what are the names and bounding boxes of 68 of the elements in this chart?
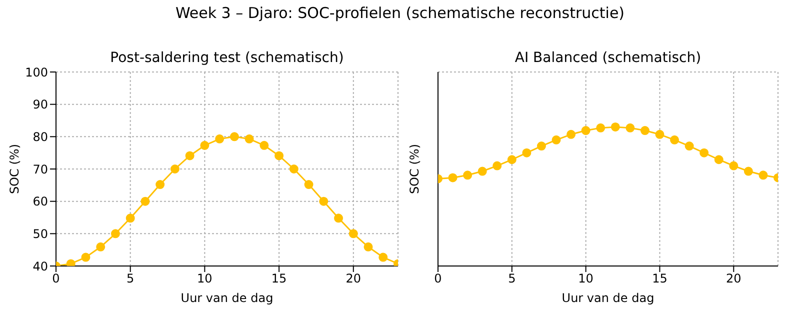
point xyxy=(156,180,165,190)
x-tick-label: 0 xyxy=(434,272,442,286)
y-tick-label: 100 xyxy=(25,65,48,80)
point xyxy=(536,142,546,151)
point xyxy=(478,166,487,176)
point xyxy=(581,126,590,136)
point xyxy=(655,130,664,139)
point xyxy=(684,142,694,151)
point xyxy=(596,123,606,132)
point xyxy=(626,123,635,132)
y-tick-label: 50 xyxy=(32,226,48,241)
y-axis-title: SOC (%) xyxy=(407,144,422,194)
point xyxy=(126,214,135,223)
y-tick-label: 40 xyxy=(32,259,48,274)
x-tick-label: 5 xyxy=(508,272,516,286)
point xyxy=(640,126,650,136)
point xyxy=(170,164,180,174)
point xyxy=(492,161,502,170)
x-axis-title: Uur van de dag xyxy=(180,291,274,305)
point xyxy=(215,134,224,144)
point xyxy=(81,252,90,262)
point xyxy=(714,155,724,164)
point xyxy=(140,196,150,206)
x-tick-label: 5 xyxy=(126,272,134,286)
x-tick-label: 20 xyxy=(726,272,742,286)
point xyxy=(758,170,768,180)
point xyxy=(729,161,738,170)
point xyxy=(304,180,314,190)
point xyxy=(96,242,106,252)
point xyxy=(274,151,284,160)
point xyxy=(260,140,269,150)
point xyxy=(66,259,76,266)
x-tick-label: 15 xyxy=(271,272,287,286)
point xyxy=(507,155,516,164)
y-tick-label: 60 xyxy=(32,194,48,209)
x-tick-label: 20 xyxy=(346,272,362,286)
x-tick-label: 10 xyxy=(197,272,212,286)
x-tick-label: 15 xyxy=(652,272,668,286)
point xyxy=(348,229,358,238)
point xyxy=(378,252,388,262)
y-tick-label: 80 xyxy=(32,130,48,144)
y-tick-label: 90 xyxy=(32,98,48,112)
point xyxy=(700,148,709,158)
chart-title: AI Balanced (schematisch) xyxy=(514,50,702,66)
point xyxy=(185,151,194,160)
point xyxy=(610,122,620,132)
x-tick-label: 10 xyxy=(578,272,594,286)
point xyxy=(110,229,120,238)
point xyxy=(522,148,532,158)
point xyxy=(244,134,254,144)
point xyxy=(448,173,458,182)
point xyxy=(463,170,472,180)
y-tick-label: 70 xyxy=(32,162,48,176)
point xyxy=(364,242,373,252)
point xyxy=(552,135,561,144)
chart-title: Post-saldering test (schematisch) xyxy=(109,50,345,66)
point xyxy=(319,196,328,206)
text: Week 3 – Djaro: SOC-profielen (schematische reconstructie) xyxy=(174,4,626,22)
point xyxy=(566,130,576,139)
point xyxy=(289,164,298,174)
x-tick-label: 0 xyxy=(52,272,60,286)
point xyxy=(230,132,239,142)
point xyxy=(334,214,344,223)
point xyxy=(744,166,753,176)
point xyxy=(670,135,680,144)
x-axis-title: Uur van de dag xyxy=(562,291,654,305)
y-axis-title: SOC (%) xyxy=(7,144,22,194)
point xyxy=(200,140,210,150)
